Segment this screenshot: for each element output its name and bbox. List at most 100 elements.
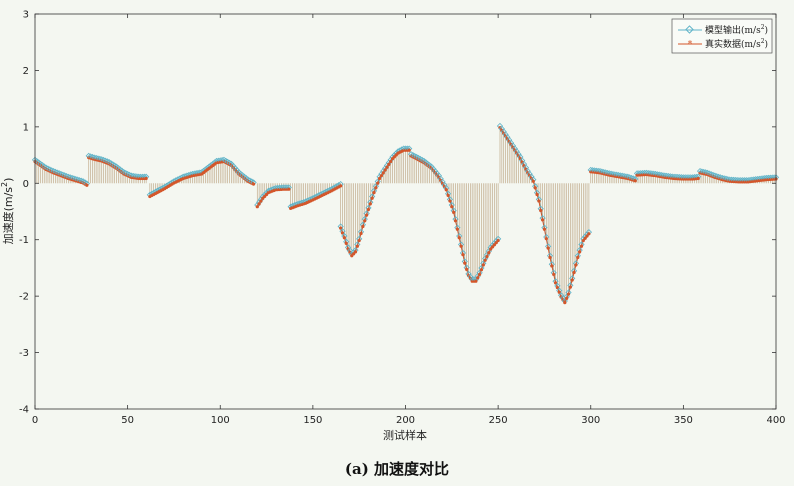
real-data-point xyxy=(476,276,480,280)
real-data-point xyxy=(366,207,371,212)
legend-box xyxy=(671,18,773,54)
real-data-point xyxy=(492,243,497,247)
real-data-point xyxy=(579,244,584,248)
real-data-point xyxy=(489,247,493,251)
real-data-point xyxy=(483,258,487,262)
real-data-point xyxy=(572,270,576,275)
real-data-point xyxy=(144,176,148,181)
real-data-point xyxy=(494,241,498,245)
y-tick-label: -2 xyxy=(19,292,29,303)
real-data-point xyxy=(85,183,89,187)
real-data-point xyxy=(255,205,259,209)
y-tick-label: 0 xyxy=(23,179,29,190)
real-data-point xyxy=(578,250,582,254)
legend-star-icon: * xyxy=(688,40,693,50)
legend: 模型输出(m/s2) * 真实数据(m/s2) xyxy=(671,18,773,54)
x-tick-label: 100 xyxy=(211,415,230,426)
real-data-point xyxy=(377,176,382,181)
real-data-point xyxy=(340,231,345,235)
real-data-point xyxy=(450,205,454,209)
real-data-point xyxy=(585,234,589,238)
legend-label-real: 真实数据(m/s2) xyxy=(705,38,768,50)
real-data-point xyxy=(479,268,484,272)
x-tick-label: 50 xyxy=(121,415,134,426)
real-data-point xyxy=(496,238,500,243)
real-data-point xyxy=(553,281,558,285)
real-data-point xyxy=(446,193,450,198)
real-data-point xyxy=(531,179,535,183)
real-data-point xyxy=(439,178,443,183)
real-data-point xyxy=(339,184,343,188)
real-data-point xyxy=(555,285,560,290)
real-data-point xyxy=(457,236,461,240)
real-data-point xyxy=(459,244,463,248)
real-data-point xyxy=(465,267,469,271)
real-data-point xyxy=(287,187,291,191)
real-data-point xyxy=(251,182,256,186)
real-data-point xyxy=(535,192,539,197)
y-tick-label: 2 xyxy=(23,66,29,77)
real-data-point xyxy=(342,236,346,240)
real-data-point xyxy=(346,247,350,251)
real-data-point xyxy=(557,290,561,294)
real-data-point xyxy=(563,301,567,305)
real-data-point xyxy=(355,244,359,248)
real-data-point xyxy=(537,199,541,203)
real-data-point xyxy=(364,213,369,217)
real-data-point xyxy=(633,179,637,183)
real-data-point xyxy=(485,254,489,259)
real-data-point xyxy=(574,263,578,267)
real-data-point xyxy=(546,246,550,250)
real-data-point xyxy=(344,241,348,245)
y-axis-ticks: -4 -3 -2 -1 0 1 2 3 xyxy=(19,10,776,416)
x-tick-label: 400 xyxy=(766,415,785,426)
real-data-point xyxy=(440,181,445,186)
figure-caption: (a) 加速度对比 xyxy=(345,460,449,478)
real-data-point xyxy=(581,238,585,243)
y-axis-label-close: ) xyxy=(2,178,15,182)
legend-diamond-icon xyxy=(685,25,694,34)
x-axis-label: 测试样本 xyxy=(383,428,427,442)
real-data-point xyxy=(565,296,569,300)
y-axis-label: 加速度(m/s2) xyxy=(0,178,15,245)
real-data-point xyxy=(550,264,554,268)
real-data-point xyxy=(372,190,376,195)
x-tick-label: 0 xyxy=(32,415,38,426)
x-tick-label: 150 xyxy=(303,415,322,426)
y-tick-label: 1 xyxy=(23,122,29,133)
x-tick-label: 350 xyxy=(674,415,693,426)
real-data-point xyxy=(533,186,537,190)
real-data-point xyxy=(583,236,587,240)
real-data-point xyxy=(576,255,580,260)
real-data-point xyxy=(359,231,363,236)
x-tick-label: 300 xyxy=(581,415,600,426)
real-data-point xyxy=(383,168,387,172)
real-data-point xyxy=(361,224,365,229)
real-data-point xyxy=(544,237,548,241)
real-data-point xyxy=(487,251,491,255)
real-data-point xyxy=(452,210,456,214)
real-data-point xyxy=(542,227,547,231)
real-data-point xyxy=(353,250,358,254)
x-tick-label: 250 xyxy=(489,415,508,426)
real-data-point xyxy=(552,272,556,277)
real-data-point xyxy=(587,232,591,236)
y-tick-label: -4 xyxy=(19,405,29,416)
real-data-point xyxy=(481,263,485,267)
real-data-point xyxy=(444,188,448,192)
real-data-point xyxy=(696,176,700,181)
real-data-point xyxy=(339,226,343,230)
real-data-point xyxy=(407,148,411,152)
real-data-point xyxy=(370,196,374,200)
real-data-point xyxy=(357,238,361,243)
real-data-point xyxy=(374,186,378,190)
y-axis-label-sup: 2 xyxy=(0,182,9,187)
real-data-point xyxy=(385,165,389,169)
real-data-point xyxy=(490,245,495,249)
x-axis-ticks: 0 50 100 150 200 250 300 350 400 xyxy=(32,14,786,426)
real-data-point xyxy=(461,253,465,257)
legend-label-model: 模型输出(m/s2) xyxy=(705,24,768,36)
real-data-point xyxy=(568,285,572,289)
real-data-point xyxy=(540,218,545,222)
